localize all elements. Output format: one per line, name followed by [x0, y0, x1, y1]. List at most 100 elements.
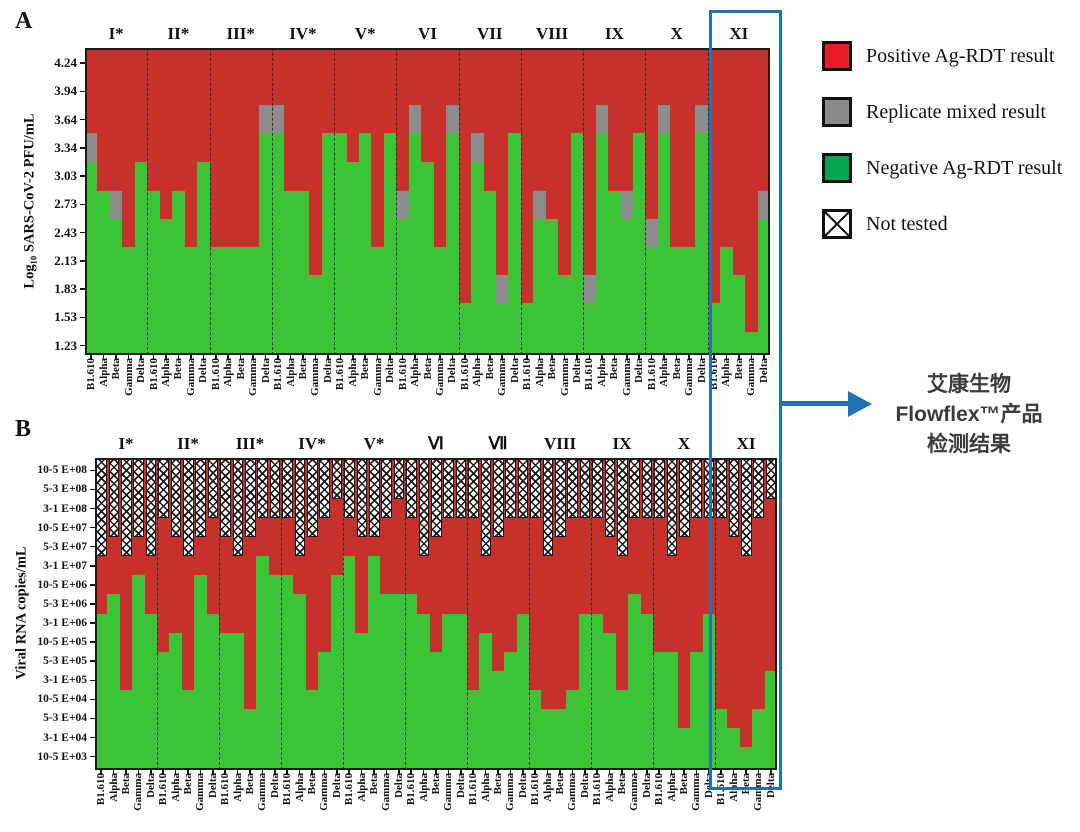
panel-B-y-tick-label: 3-1 E+04 — [43, 731, 87, 744]
panel-A-bar-X-Alpha — [657, 48, 671, 355]
not-tested-segment — [468, 458, 479, 519]
panel-A-x-label-Delta: Delta — [135, 358, 148, 384]
negative-segment — [429, 651, 443, 770]
panel-A-x-label-B1.610: B1.610 — [147, 358, 160, 391]
panel-A-group-separator — [209, 48, 211, 355]
panel-B-x-tick — [311, 770, 313, 774]
panel-A-x-tick — [675, 355, 678, 359]
panel-A-x-label-Beta: Beta — [670, 358, 683, 380]
negative-segment — [206, 613, 220, 770]
negative-segment — [739, 747, 753, 770]
negative-segment — [367, 556, 381, 770]
negative-segment — [246, 247, 260, 355]
panel-A-bar-VII-B1.610 — [458, 48, 472, 355]
panel-B-bar-VIII-B1.610 — [529, 458, 542, 770]
panel-B-bar-II*-B1.610 — [157, 458, 170, 770]
panel-A-x-tick — [551, 355, 553, 359]
panel-A-x-label-Beta: Beta — [421, 358, 434, 380]
panel-B-x-tick — [720, 770, 722, 774]
panel-A-y-tick-label: 1.53 — [54, 309, 77, 325]
panel-A-y-tick — [80, 62, 85, 64]
negative-segment — [620, 218, 634, 355]
panel-A-bar-I*-Gamma — [122, 48, 136, 355]
panel-A-x-tick — [688, 355, 690, 359]
panel-A-x-label-Alpha: Alpha — [471, 358, 484, 387]
mixed-segment — [85, 133, 98, 162]
negative-segment — [533, 218, 547, 355]
panel-B-x-label-Alpha: Alpha — [603, 773, 616, 802]
not-tested-segment — [480, 458, 492, 557]
panel-A-bar-III*-B1.610 — [209, 48, 223, 355]
panel-B-x-tick — [447, 770, 450, 774]
negative-segment — [132, 575, 146, 770]
negative-segment — [633, 133, 646, 355]
panel-B-x-label-Alpha: Alpha — [107, 773, 120, 802]
negative-segment — [446, 133, 460, 355]
panel-B-bar-I*-Delta — [144, 458, 158, 770]
panel-B-x-tick — [224, 770, 226, 774]
negative-segment — [591, 613, 604, 770]
negative-segment — [529, 689, 542, 770]
mixed-segment — [657, 105, 671, 134]
legend-item-mixed: Replicate mixed result — [822, 96, 1062, 128]
panel-A-bar-VIII-Alpha — [533, 48, 547, 355]
panel-A-y-tick-label: 2.73 — [54, 196, 77, 212]
panel-A-y-tick-label: 1.83 — [54, 281, 77, 297]
panel-B-bar-III*-Beta — [243, 458, 257, 770]
negative-segment — [665, 651, 679, 770]
panel-B-bar-III*-Alpha — [231, 458, 245, 770]
annotation-line-3: 检测结果 — [927, 433, 1011, 456]
mixed-swatch-icon — [822, 97, 852, 127]
panel-B-group-separator — [591, 458, 592, 770]
panel-A-x-tick — [464, 355, 466, 359]
panel-A-bar-II*-B1.610 — [147, 48, 161, 355]
panel-A-bar-IX-Alpha — [595, 48, 609, 355]
panel-B-x-label-Beta: Beta — [554, 773, 566, 795]
negative-segment — [583, 303, 597, 355]
panel-B-y-tick — [90, 698, 95, 701]
panel-B-x-tick — [695, 770, 698, 774]
negative-segment — [645, 247, 659, 355]
panel-A-bar-IX-Gamma — [620, 48, 634, 355]
panel-A-bar-X-Gamma — [682, 48, 696, 355]
negative-segment — [720, 247, 734, 355]
panel-B-x-tick — [187, 770, 189, 774]
panel-B-x-label-B1.610: B1.610 — [653, 773, 666, 806]
panel-A-bar-VII-Alpha — [471, 48, 485, 355]
panel-B-x-tick — [212, 770, 214, 774]
panel-B-x-tick — [150, 770, 152, 774]
panel-B-y-tick-label: 10-5 E+06 — [37, 578, 87, 591]
panel-a-y-axis-title: Log₁₀ SARS-CoV-2 PFU/mL — [21, 113, 38, 289]
panel-A-bar-III*-Beta — [234, 48, 248, 355]
panel-B-x-tick — [472, 770, 474, 774]
panel-A-group-separator — [396, 48, 398, 355]
panel-A-bar-V*-Alpha — [346, 48, 360, 355]
negative-segment — [682, 247, 696, 355]
panel-A-x-label-B1.610: B1.610 — [396, 358, 409, 391]
panel-B-x-tick — [249, 770, 251, 774]
negative-segment — [144, 613, 158, 770]
negative-segment — [570, 133, 584, 355]
negative-segment — [396, 218, 410, 355]
not-tested-segment — [108, 458, 120, 538]
panel-A-bar-II*-Gamma — [184, 48, 198, 355]
panel-A-bar-VI-Alpha — [408, 48, 422, 355]
panel-A-x-label-Beta: Beta — [359, 358, 372, 380]
panel-B-y-tick — [90, 469, 95, 472]
panel-A-x-label-Gamma: Gamma — [558, 358, 571, 396]
negative-segment — [479, 632, 493, 770]
panel-A-x-tick — [252, 355, 254, 359]
not-tested-segment — [678, 458, 690, 538]
panel-B-x-label-Beta: Beta — [244, 773, 256, 795]
not-tested-segment — [654, 458, 665, 519]
panel-B-group-label-II*: II* — [177, 434, 199, 453]
panel-A-y-tick-label: 3.64 — [54, 111, 77, 127]
negative-segment — [134, 161, 148, 355]
mixed-segment — [496, 275, 509, 304]
panel-A-x-label-B1.610: B1.610 — [209, 358, 222, 391]
panel-B-group-label-Ⅶ: Ⅶ — [488, 434, 508, 453]
mixed-segment — [109, 190, 123, 219]
panel-A-group-separator — [707, 48, 709, 355]
negative-segment — [222, 247, 235, 355]
panel-A-y-tick — [80, 203, 85, 206]
